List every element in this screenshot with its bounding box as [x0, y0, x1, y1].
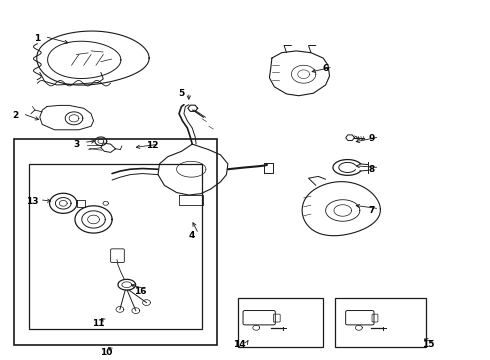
Text: 11: 11 — [92, 319, 105, 328]
Text: 16: 16 — [134, 287, 146, 296]
Bar — [29, 164, 202, 329]
Text: 1: 1 — [34, 34, 41, 43]
Text: 3: 3 — [74, 140, 79, 149]
Text: 15: 15 — [422, 341, 435, 350]
Text: 4: 4 — [188, 231, 195, 240]
Text: 13: 13 — [26, 197, 39, 206]
Text: 5: 5 — [178, 89, 185, 98]
Text: 10: 10 — [99, 348, 112, 357]
Text: 14: 14 — [233, 341, 245, 350]
Text: 8: 8 — [369, 165, 375, 174]
Bar — [238, 298, 323, 347]
Text: 12: 12 — [146, 141, 158, 150]
Bar — [335, 298, 426, 347]
Text: 9: 9 — [369, 134, 375, 143]
Bar — [14, 139, 217, 345]
Text: 6: 6 — [322, 64, 329, 73]
Text: 7: 7 — [369, 206, 375, 215]
Text: 2: 2 — [12, 111, 19, 120]
